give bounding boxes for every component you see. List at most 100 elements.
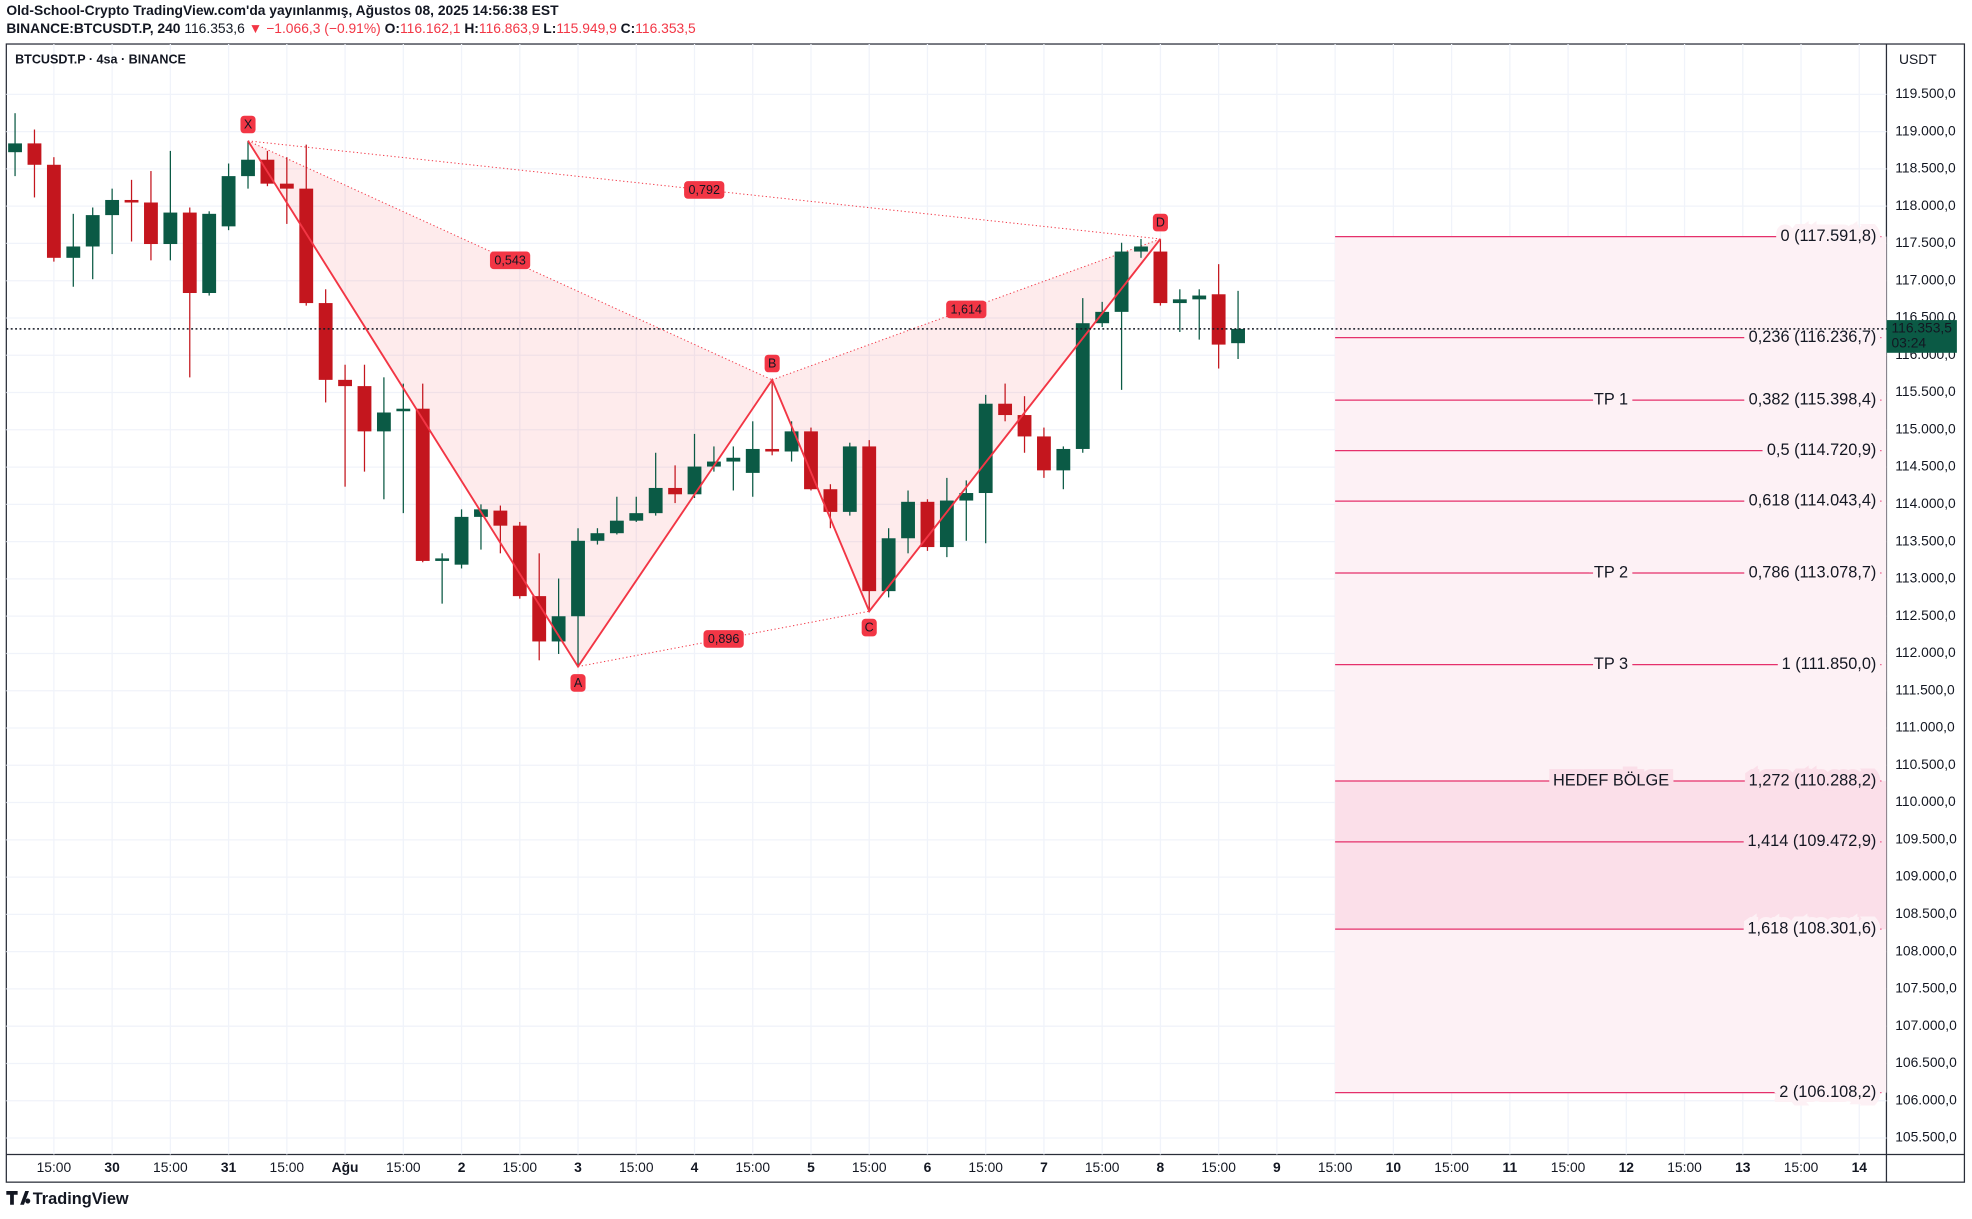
ratio-label: 0,896 bbox=[708, 632, 739, 646]
y-tick-label: 108.000,0 bbox=[1895, 942, 1957, 958]
y-tick-label: 106.500,0 bbox=[1895, 1054, 1957, 1070]
y-tick-label: 118.500,0 bbox=[1895, 160, 1956, 176]
point-badge bbox=[1152, 213, 1168, 232]
candle-body bbox=[804, 431, 818, 490]
last: 116.353,6 bbox=[184, 20, 245, 36]
candle-body bbox=[823, 489, 838, 512]
y-tick-label: 107.000,0 bbox=[1895, 1017, 1957, 1033]
fib-tag: TP 3 bbox=[1594, 655, 1628, 673]
candle-body bbox=[338, 379, 352, 387]
point-label: A bbox=[574, 676, 583, 690]
y-tick-label: 117.500,0 bbox=[1895, 234, 1956, 250]
price-badge bbox=[1886, 320, 1957, 353]
point-badge bbox=[570, 674, 586, 692]
y-tick-label: 115.000,0 bbox=[1895, 420, 1956, 436]
point-label: C bbox=[865, 621, 874, 635]
logo-icon bbox=[6, 1190, 31, 1205]
fib-label: 1,618 (108.301,6) bbox=[1747, 919, 1876, 937]
point-label: B bbox=[768, 356, 776, 370]
point-badge bbox=[861, 618, 877, 637]
candle-body bbox=[1153, 251, 1168, 304]
x-tick-label: 15:00 bbox=[852, 1159, 887, 1175]
y-tick-label: 110.500,0 bbox=[1895, 756, 1956, 772]
candle-body bbox=[357, 386, 372, 432]
candle-body bbox=[998, 403, 1013, 416]
logo: TradingView bbox=[33, 1190, 129, 1208]
h-key: H: bbox=[464, 20, 479, 36]
x-tick-label: 14 bbox=[1852, 1159, 1868, 1175]
x-tick-label: 2 bbox=[458, 1159, 466, 1175]
candle-body bbox=[1192, 295, 1207, 300]
candle-body bbox=[279, 183, 294, 189]
candle-body bbox=[571, 540, 585, 617]
fib-label: 1,272 (110.288,2) bbox=[1749, 771, 1877, 789]
x-tick-label: 15:00 bbox=[153, 1159, 188, 1175]
fib-label: 0,236 (116.236,7) bbox=[1749, 328, 1877, 346]
candle-body bbox=[551, 616, 566, 642]
x-tick-label: 15:00 bbox=[386, 1159, 421, 1175]
candle-body bbox=[415, 408, 430, 561]
y-tick-label: 113.000,0 bbox=[1895, 570, 1956, 586]
candle-body bbox=[1134, 246, 1148, 252]
candle-body bbox=[726, 457, 741, 462]
x-tick-label: 7 bbox=[1040, 1159, 1048, 1175]
candle-body bbox=[842, 446, 857, 512]
candle-body bbox=[629, 513, 644, 521]
candle-body bbox=[27, 143, 42, 165]
l-val: 115.949,9 bbox=[556, 20, 617, 36]
candle-body bbox=[241, 159, 255, 177]
y-tick-label: 111.500,0 bbox=[1895, 681, 1955, 697]
candle-body bbox=[202, 213, 217, 294]
y-tick-label: 106.000,0 bbox=[1895, 1091, 1957, 1107]
o-key: O: bbox=[385, 20, 400, 36]
candle-body bbox=[85, 215, 100, 247]
x-tick-label: 11 bbox=[1503, 1159, 1518, 1175]
x-tick-label: 30 bbox=[104, 1159, 120, 1175]
x-tick-label: 15:00 bbox=[1551, 1159, 1586, 1175]
candle-body bbox=[745, 448, 760, 473]
candle-body bbox=[105, 199, 120, 216]
x-tick-label: 15:00 bbox=[1085, 1159, 1120, 1175]
candle-body bbox=[687, 466, 702, 495]
fib-label: 0,786 (113.078,7) bbox=[1749, 563, 1877, 581]
candle-body bbox=[454, 516, 469, 565]
candle-body bbox=[590, 533, 605, 541]
h-val: 116.863,9 bbox=[479, 20, 540, 36]
ratio-badge bbox=[946, 300, 987, 319]
candle-body bbox=[318, 303, 333, 380]
o-val: 116.162,1 bbox=[400, 20, 461, 36]
point-label: D bbox=[1156, 216, 1165, 230]
candle-body bbox=[1231, 328, 1245, 344]
candle-body bbox=[1114, 251, 1129, 312]
fib-label: 1,414 (109.472,9) bbox=[1747, 832, 1876, 850]
point-label: X bbox=[244, 117, 253, 131]
x-tick-label: 15:00 bbox=[37, 1159, 72, 1175]
symbol: BINANCE:BTCUSDT.P, 240 bbox=[6, 20, 180, 36]
y-tick-label: 114.500,0 bbox=[1895, 458, 1956, 474]
x-tick-label: 5 bbox=[807, 1159, 815, 1175]
y-tick-label: 108.500,0 bbox=[1895, 905, 1957, 921]
ratio-badge bbox=[684, 181, 725, 199]
candle-body bbox=[881, 538, 896, 592]
candle-body bbox=[435, 558, 450, 561]
change: ▼ −1.066,3 (−0.91%) bbox=[249, 20, 381, 36]
y-tick-label: 112.000,0 bbox=[1895, 644, 1956, 660]
chart-title: BTCUSDT.P · 4sa · BINANCE bbox=[15, 53, 186, 67]
candle-body bbox=[939, 500, 954, 548]
candle-body bbox=[124, 199, 139, 203]
fib-label: 0,382 (115.398,4) bbox=[1749, 390, 1877, 408]
y-tick-label: 109.000,0 bbox=[1895, 868, 1957, 884]
x-tick-label: 4 bbox=[691, 1159, 699, 1175]
x-tick-label: 15:00 bbox=[619, 1159, 654, 1175]
price-badge-label: 116.353,5 bbox=[1891, 320, 1952, 336]
pattern-ratio-line bbox=[247, 140, 773, 381]
x-tick-label: 31 bbox=[221, 1159, 237, 1175]
candle-body bbox=[396, 408, 411, 412]
fib-tag: TP 2 bbox=[1594, 563, 1628, 581]
published-line: Old-School-Crypto TradingView.com'da yay… bbox=[6, 2, 559, 18]
fib-tag: TP 1 bbox=[1594, 390, 1628, 408]
c-key: C: bbox=[621, 20, 636, 36]
x-tick-label: 15:00 bbox=[1201, 1159, 1236, 1175]
candle-body bbox=[1017, 415, 1032, 437]
